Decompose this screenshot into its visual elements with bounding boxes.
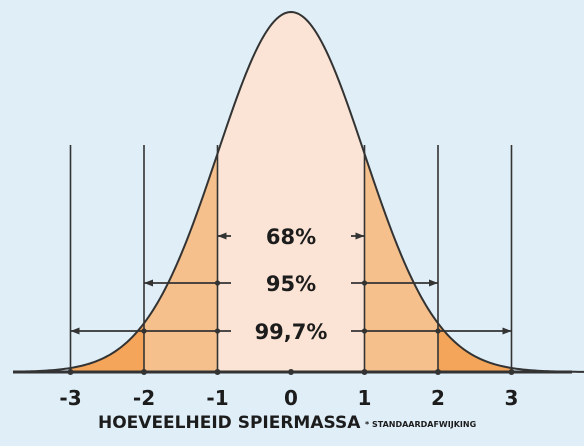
tick-mark xyxy=(214,369,221,375)
tick-label: -3 xyxy=(59,386,81,410)
tick-mark xyxy=(508,369,515,375)
axis-note: * STANDAARDAFWIJKING xyxy=(365,420,476,429)
tick-label: 0 xyxy=(284,386,298,410)
x-ticks: -3 -2 -1 0 1 2 3 xyxy=(59,369,518,410)
band-1sd xyxy=(217,12,365,372)
tick-label: 2 xyxy=(431,386,445,410)
tick-mark xyxy=(361,369,368,375)
interval-arrows xyxy=(70,232,512,335)
area-bands xyxy=(15,12,584,372)
tick-label: 3 xyxy=(505,386,519,410)
tick-mark xyxy=(435,369,441,375)
interval-labels: 68% 95% 99,7% xyxy=(255,225,328,344)
interval-label-1: 68% xyxy=(266,225,316,249)
x-axis-label: HOEVEELHEID SPIERMASSA xyxy=(98,413,361,433)
density-curve xyxy=(15,10,584,373)
tick-mark xyxy=(288,369,294,375)
band-3sd-left xyxy=(70,323,144,372)
tick-mark xyxy=(141,369,147,375)
sd-lines xyxy=(69,145,513,372)
tick-label: -1 xyxy=(206,386,228,410)
band-3sd-right xyxy=(438,323,512,372)
interval-arrow-1 xyxy=(217,232,365,240)
interval-label-2: 95% xyxy=(266,272,316,296)
tick-mark xyxy=(67,369,74,375)
interval-arrow-3 xyxy=(70,327,512,335)
tick-label: 1 xyxy=(358,386,372,410)
tick-label: -2 xyxy=(133,386,155,410)
interval-arrow-2 xyxy=(144,279,438,287)
interval-label-3: 99,7% xyxy=(255,320,328,344)
